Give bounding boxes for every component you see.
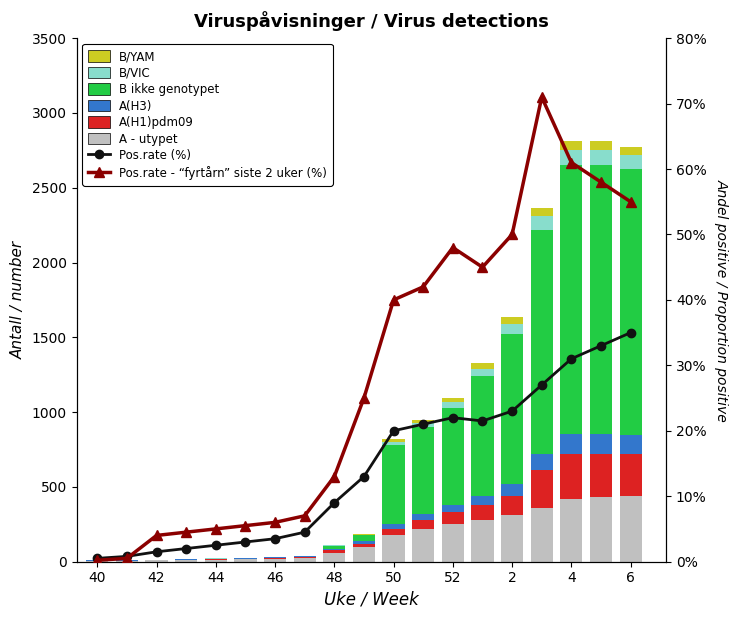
Bar bbox=[383, 534, 405, 562]
Y-axis label: Antall / number: Antall / number bbox=[11, 241, 26, 359]
Bar bbox=[560, 151, 582, 166]
Bar bbox=[531, 216, 553, 229]
Bar bbox=[442, 512, 464, 525]
Bar bbox=[294, 557, 316, 558]
Bar bbox=[235, 559, 257, 562]
Bar bbox=[531, 229, 553, 454]
Bar bbox=[590, 454, 612, 497]
Bar bbox=[590, 497, 612, 562]
Bar bbox=[501, 317, 523, 324]
Bar bbox=[412, 427, 434, 514]
Bar bbox=[323, 551, 346, 552]
Bar bbox=[412, 529, 434, 562]
Bar bbox=[442, 402, 464, 407]
Bar bbox=[471, 369, 494, 376]
Bar bbox=[353, 547, 375, 562]
Legend: B/YAM, B/VIC, B ikke genotypet, A(H3), A(H1)pdm09, A - utypet, Pos.rate (%), Pos: B/YAM, B/VIC, B ikke genotypet, A(H3), A… bbox=[82, 44, 333, 185]
Bar bbox=[323, 552, 346, 562]
Bar bbox=[619, 435, 642, 454]
Bar bbox=[383, 529, 405, 534]
Bar bbox=[471, 505, 494, 520]
Bar bbox=[590, 435, 612, 454]
Y-axis label: Andel positive / Proportion positive: Andel positive / Proportion positive bbox=[715, 179, 729, 421]
Bar bbox=[560, 435, 582, 454]
Bar bbox=[531, 471, 553, 508]
Bar bbox=[501, 515, 523, 562]
Bar bbox=[383, 442, 405, 445]
Bar bbox=[294, 556, 316, 557]
Bar bbox=[590, 141, 612, 151]
Bar bbox=[353, 534, 375, 536]
Bar bbox=[442, 525, 464, 562]
Bar bbox=[471, 496, 494, 505]
Bar bbox=[531, 208, 553, 216]
Bar bbox=[383, 525, 405, 529]
Bar bbox=[412, 520, 434, 529]
Bar bbox=[560, 499, 582, 562]
Bar bbox=[619, 454, 642, 496]
Bar bbox=[501, 324, 523, 334]
Bar bbox=[294, 558, 316, 562]
Bar bbox=[412, 420, 434, 423]
Bar bbox=[412, 423, 434, 427]
Bar bbox=[383, 439, 405, 442]
Bar bbox=[383, 445, 405, 525]
Bar bbox=[531, 454, 553, 471]
Bar bbox=[471, 520, 494, 562]
Bar bbox=[175, 560, 198, 562]
Title: Viruspåvisninger / Virus detections: Viruspåvisninger / Virus detections bbox=[194, 11, 549, 31]
X-axis label: Uke / Week: Uke / Week bbox=[324, 591, 419, 609]
Bar bbox=[442, 398, 464, 402]
Bar bbox=[590, 151, 612, 166]
Bar bbox=[531, 508, 553, 562]
Bar bbox=[442, 505, 464, 512]
Bar bbox=[145, 560, 168, 562]
Bar bbox=[560, 166, 582, 435]
Bar bbox=[560, 141, 582, 151]
Bar bbox=[353, 541, 375, 544]
Bar bbox=[412, 514, 434, 520]
Bar bbox=[619, 146, 642, 155]
Bar bbox=[205, 560, 227, 562]
Bar bbox=[323, 549, 346, 551]
Bar bbox=[619, 496, 642, 562]
Bar bbox=[471, 376, 494, 496]
Bar bbox=[501, 496, 523, 515]
Bar bbox=[471, 363, 494, 369]
Bar bbox=[619, 169, 642, 435]
Bar bbox=[115, 561, 138, 562]
Bar bbox=[264, 557, 286, 558]
Bar bbox=[323, 546, 346, 549]
Bar bbox=[353, 536, 375, 541]
Bar bbox=[86, 561, 108, 562]
Bar bbox=[264, 559, 286, 562]
Bar bbox=[619, 155, 642, 169]
Bar bbox=[353, 544, 375, 547]
Bar bbox=[590, 166, 612, 435]
Bar bbox=[560, 454, 582, 499]
Bar bbox=[501, 484, 523, 496]
Bar bbox=[501, 334, 523, 484]
Bar bbox=[442, 407, 464, 505]
